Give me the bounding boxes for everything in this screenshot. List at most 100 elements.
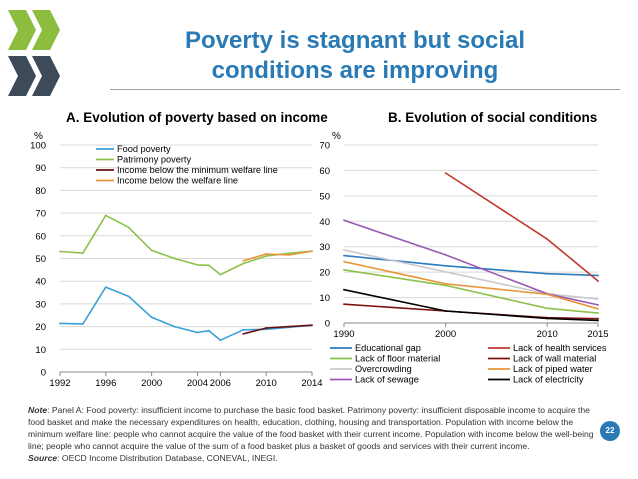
chart-a-y-tick-label-0: 0 xyxy=(41,368,46,379)
chart-b-legend-label-7: Lack of electricity xyxy=(513,375,584,385)
chart-b-series-6-point-3 xyxy=(597,307,599,310)
chart-b-series-7-point-2 xyxy=(546,317,549,320)
chart-a-y-tick-label-30: 30 xyxy=(35,299,46,310)
chart-a-y-tick-label-60: 60 xyxy=(35,231,46,242)
chart-a-y-tick-label-50: 50 xyxy=(35,254,46,265)
chart-b-series-7-point-1 xyxy=(444,310,447,312)
chart-b-legend-label-1: Lack of floor material xyxy=(355,354,440,364)
chart-b-series-3-point-3 xyxy=(597,304,599,306)
chart-b-x-tick-label-2000: 2000 xyxy=(435,329,456,340)
chart-b-series-6-point-0 xyxy=(343,260,345,263)
chart-a-series-1-point-2 xyxy=(104,214,107,217)
chart-a-series-0-point-2 xyxy=(104,286,107,289)
chart-a-y-tick-label-100: 100 xyxy=(30,141,46,152)
chart-a-x-tick-label-2010: 2010 xyxy=(256,378,277,389)
footnote: Note: Panel A: Food poverty: insufficien… xyxy=(28,404,608,464)
chart-b-y-tick-label-10: 10 xyxy=(319,293,330,304)
chart-a-series-3-point-2 xyxy=(288,253,290,256)
chart-b-legend-label-4: Lack of health services xyxy=(513,343,607,353)
chart-a-legend-label-1: Patrimony poverty xyxy=(117,155,191,165)
chart-a-series-2-point-1 xyxy=(265,327,268,329)
chart-a-series-2-point-2 xyxy=(288,325,290,328)
chart-b-series-1-point-2 xyxy=(546,307,549,310)
slide-title-line-2: conditions are improving xyxy=(211,57,499,84)
panel-b-title: B. Evolution of social conditions xyxy=(388,110,598,125)
chart-a-series-1-point-9 xyxy=(242,262,245,265)
chart-a-series-line-1 xyxy=(59,214,313,276)
chart-a-series-0-point-8 xyxy=(219,339,222,342)
source-label: Source xyxy=(28,453,58,464)
panel-a-title: A. Evolution of poverty based on income xyxy=(66,110,328,125)
chart-a-y-axis-label: % xyxy=(34,131,43,142)
chart-b-legend-label-0: Educational gap xyxy=(355,343,421,353)
chart-b-legend-label-3: Lack of sewage xyxy=(355,375,419,385)
chart-b-series-1-point-1 xyxy=(444,284,447,287)
title-divider xyxy=(110,89,620,90)
chart-a-series-0-point-4 xyxy=(150,316,153,319)
chart-a-series-0-point-3 xyxy=(127,295,130,298)
chart-a-x-tick-label-2000: 2000 xyxy=(141,378,162,389)
chart-a-series-3-point-0 xyxy=(242,259,245,262)
chart-b-series-6-point-2 xyxy=(546,293,549,296)
chart-b-series-3-point-0 xyxy=(343,219,345,222)
chart-b-y-tick-label-50: 50 xyxy=(319,191,330,202)
chart-b-series-line-2 xyxy=(343,249,599,300)
chart-a-x-tick-label-2004: 2004 xyxy=(187,378,208,389)
chart-a-series-1-point-8 xyxy=(219,273,222,276)
chart-b-series-6-point-1 xyxy=(444,282,447,285)
chart-a-y-tick-label-80: 80 xyxy=(35,186,46,197)
chart-a-series-1-point-6 xyxy=(196,263,199,266)
chart-b-series-0-point-1 xyxy=(444,264,447,267)
chart-b-series-5-point-0 xyxy=(343,303,345,306)
chart-a-series-2-point-0 xyxy=(242,332,245,335)
chart-b-y-tick-label-60: 60 xyxy=(319,166,330,177)
page-number-badge: 22 xyxy=(600,421,620,441)
chart-a-y-tick-label-70: 70 xyxy=(35,209,46,220)
chart-a-series-line-3 xyxy=(243,250,313,262)
chart-a-y-tick-label-40: 40 xyxy=(35,277,46,288)
chart-a-series-0-point-0 xyxy=(59,322,61,325)
chart-a-series-0-point-6 xyxy=(196,331,199,334)
chart-b-y-tick-label-0: 0 xyxy=(325,319,330,330)
chart-b-series-3-point-1 xyxy=(444,253,447,256)
chart-b-x-tick-label-2015: 2015 xyxy=(587,329,608,340)
chart-b-series-2-point-0 xyxy=(343,249,345,251)
chart-a-series-3-point-3 xyxy=(311,250,313,253)
chart-a-x-tick-label-2014: 2014 xyxy=(301,378,322,389)
chart-b-y-tick-label-20: 20 xyxy=(319,268,330,279)
chart-a-x-tick-label-1992: 1992 xyxy=(49,378,70,389)
chart-a-series-1-point-0 xyxy=(59,250,61,253)
chart-b-series-0-point-2 xyxy=(546,272,549,275)
chart-b-y-tick-label-30: 30 xyxy=(319,242,330,253)
chart-b-x-tick-label-2010: 2010 xyxy=(537,329,558,340)
chart-b-y-tick-label-40: 40 xyxy=(319,217,330,228)
chart-b-y-axis-label: % xyxy=(332,131,341,142)
chart-b-series-4-point-2 xyxy=(597,280,599,282)
chart-b-legend-label-2: Overcrowding xyxy=(355,364,412,374)
chart-a-series-1-point-4 xyxy=(150,249,153,252)
chart-a-series-line-2 xyxy=(243,324,313,335)
chart-b-series-1-point-3 xyxy=(597,312,599,314)
chart-b-y-tick-label-70: 70 xyxy=(319,141,330,152)
slide-title: Poverty is stagnant but social condition… xyxy=(120,26,590,86)
chart-a-series-3-point-1 xyxy=(265,253,268,255)
chart-a-series-2-point-3 xyxy=(311,324,313,327)
oecd-logo xyxy=(8,10,60,96)
chart-a-series-1-point-7 xyxy=(208,264,210,267)
source-text: : OECD Income Distribution Database, CON… xyxy=(57,453,278,464)
chart-b-legend-label-5: Lack of wall material xyxy=(513,354,596,364)
chart-b-series-4-point-0 xyxy=(444,172,447,174)
chart-a-y-tick-label-20: 20 xyxy=(35,322,46,333)
chart-a-series-1-point-11 xyxy=(288,252,290,255)
note-label: Note xyxy=(28,405,48,415)
chart-a-series-0-point-7 xyxy=(208,329,210,332)
chart-b-series-5-point-3 xyxy=(597,317,599,320)
chart-a-series-1-point-3 xyxy=(127,226,130,229)
chart-b-series-line-5 xyxy=(343,303,599,320)
chart-b-series-2-point-1 xyxy=(444,270,447,273)
chart-b-series-4-point-1 xyxy=(546,238,549,240)
chart-b-series-0-point-0 xyxy=(343,254,345,257)
chart-a-y-tick-label-90: 90 xyxy=(35,163,46,174)
chart-a-series-0-point-5 xyxy=(173,325,176,328)
